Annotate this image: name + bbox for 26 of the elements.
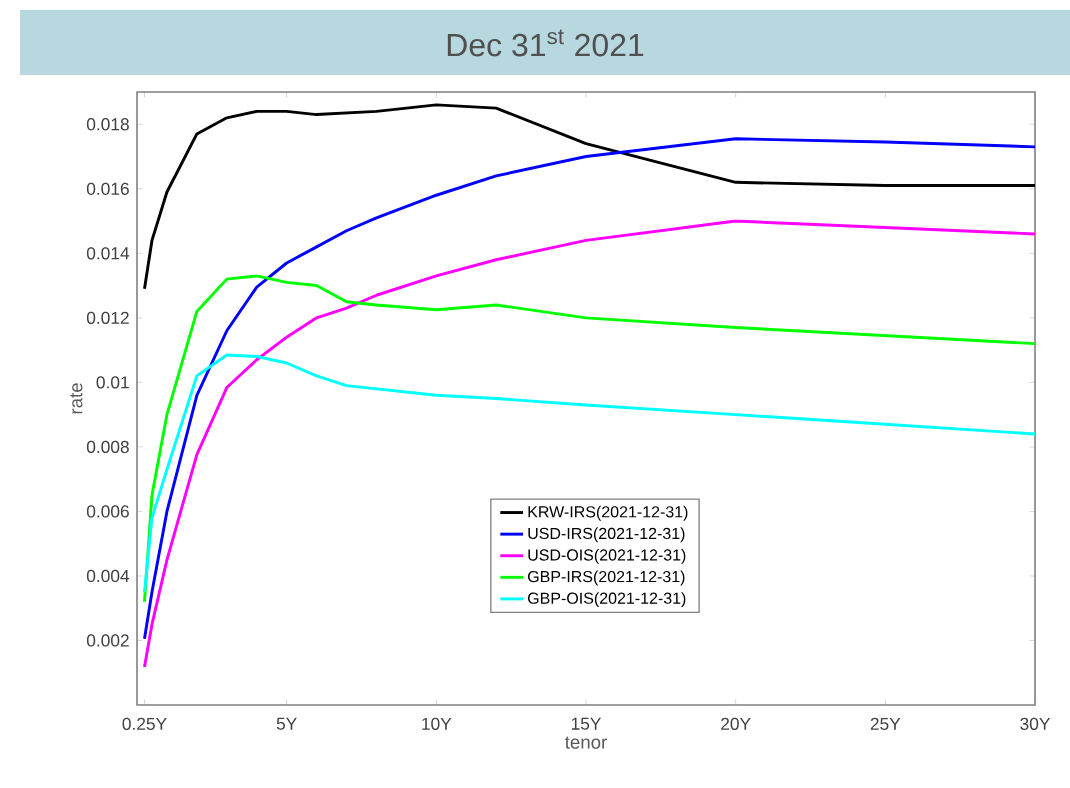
x-tick-label: 0.25Y [122, 717, 167, 730]
line-series [143, 137, 1035, 641]
x-tick-label: 30Y [1020, 717, 1051, 730]
x-axis-title: tenor [565, 736, 607, 749]
chart-title: Dec 31$^{st}$ 2021 [447, 29, 644, 57]
legend-label: KRW-IRS(2021-12-31) [528, 505, 688, 521]
legend-label: GBP-OIS(2021-12-31) [528, 592, 686, 608]
y-tick-label: 0.018 [86, 118, 129, 131]
y-tick-label: 0.014 [86, 247, 130, 260]
y-tick-label: 0.012 [86, 311, 129, 324]
y-tick-label: 0.006 [86, 505, 129, 518]
x-tick-label: 5Y [276, 717, 297, 730]
line-series [143, 219, 1035, 669]
y-tick-label: 0.008 [86, 440, 129, 454]
y-tick-label: 0.016 [86, 182, 129, 195]
x-tick-label: 10Y [422, 717, 452, 730]
legend-label: USD-OIS(2021-12-31) [528, 548, 686, 564]
x-tick-label: 15Y [571, 717, 602, 730]
legend-label: GBP-IRS(2021-12-31) [528, 570, 685, 586]
x-tick-label: 25Y [870, 717, 901, 730]
x-tick-label: 20Y [721, 717, 751, 730]
legend-label: USD-IRS(2021-12-31) [528, 527, 685, 543]
y-tick-label: 0.01 [96, 376, 129, 389]
y-tick-label: 0.002 [86, 634, 129, 647]
y-axis-title: rate [70, 383, 83, 414]
y-tick-label: 0.004 [86, 569, 130, 583]
